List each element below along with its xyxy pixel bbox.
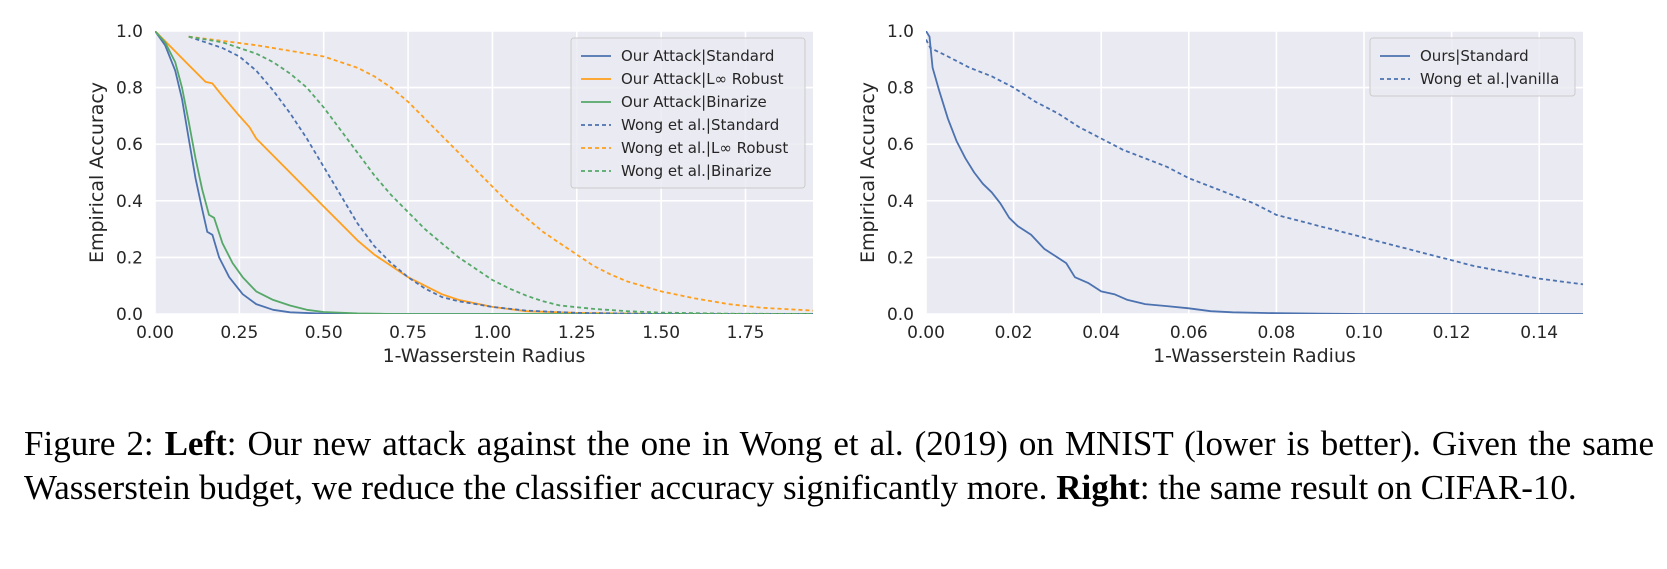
y-axis-label: Empirical Accuracy	[857, 82, 879, 263]
legend-entry-our-attack-standard: Our Attack|Standard	[621, 47, 774, 65]
x-axis-label: 1-Wasserstein Radius	[1153, 345, 1356, 367]
legend-frame	[570, 37, 806, 189]
legend-entry-wong-et-al-linf-robust: Wong et al.|L∞ Robust	[621, 139, 788, 157]
x-tick-label: 0.50	[305, 323, 343, 343]
legend-entry-wong-et-al-standard: Wong et al.|Standard	[621, 116, 779, 134]
y-tick-label: 0.6	[116, 135, 143, 155]
x-tick-label: 0.06	[1170, 323, 1208, 343]
x-tick-label: 0.14	[1520, 323, 1558, 343]
y-tick-label: 1.0	[116, 22, 143, 42]
y-tick-label: 1.0	[887, 22, 914, 42]
series-line-our-attack-binarize	[155, 31, 813, 314]
y-tick-label: 0.0	[887, 305, 914, 325]
x-tick-label: 0.12	[1433, 323, 1471, 343]
legend: Ours|Standard Wong et al.|vanilla	[1369, 37, 1576, 97]
y-tick-label: 0.4	[116, 192, 143, 212]
x-tick-label: 1.25	[558, 323, 596, 343]
series-line-our-attack-standard	[155, 31, 813, 314]
legend-entry-our-attack-linf-robust: Our Attack|L∞ Robust	[621, 70, 784, 88]
x-tick-label: 0.10	[1345, 323, 1383, 343]
y-tick-label: 0.4	[887, 192, 914, 212]
x-tick-label: 1.75	[727, 323, 765, 343]
x-tick-label: 0.25	[220, 323, 258, 343]
series-line-ours-standard	[926, 31, 1583, 314]
left-chart: 0.00 0.25 0.50 0.75 1.00 1.25 1.50 1.75 0.0 0.2 0.…	[86, 22, 813, 367]
caption-left-label: Left	[164, 424, 227, 463]
legend-entry-ours-standard: Ours|Standard	[1420, 47, 1529, 65]
x-tick-label: 0.00	[136, 323, 174, 343]
x-tick-label: 0.04	[1082, 323, 1120, 343]
series-line-wong-et-al-vanilla	[926, 39, 1583, 286]
legend: Our Attack|Standard Our Attack|L∞ Robust O…	[570, 37, 806, 189]
x-tick-label: 0.75	[389, 323, 427, 343]
caption-right-label: Right	[1056, 468, 1140, 507]
figure-caption: Figure 2: Left: Our new attack against t…	[24, 422, 1654, 510]
legend-entry-wong-et-al-vanilla: Wong et al.|vanilla	[1420, 70, 1559, 88]
y-tick-label: 0.0	[116, 305, 143, 325]
x-tick-label: 1.00	[474, 323, 512, 343]
series-line-wong-et-al-binarize	[188, 35, 813, 314]
series-line-wong-et-al-standard	[188, 35, 813, 314]
y-tick-label: 0.2	[116, 248, 143, 268]
caption-left-text: : Our new attack against the one in Wong…	[24, 424, 1655, 507]
caption-right-text: : the same result on CIFAR-10.	[1139, 468, 1577, 507]
caption-prefix: Figure 2:	[24, 424, 165, 463]
x-axis-label: 1-Wasserstein Radius	[383, 345, 586, 367]
y-axis-label: Empirical Accuracy	[86, 82, 108, 263]
x-tick-label: 0.02	[995, 323, 1033, 343]
y-tick-label: 0.8	[116, 79, 143, 99]
legend-entry-wong-et-al-binarize: Wong et al.|Binarize	[621, 162, 772, 180]
y-tick-label: 0.8	[887, 79, 914, 99]
x-tick-label: 0.00	[907, 323, 945, 343]
y-tick-label: 0.6	[887, 135, 914, 155]
legend-entry-our-attack-binarize: Our Attack|Binarize	[621, 93, 767, 111]
legend-frame	[1369, 37, 1576, 97]
y-tick-label: 0.2	[887, 248, 914, 268]
series-line-our-attack-linf-robust	[155, 31, 813, 314]
x-tick-label: 0.08	[1257, 323, 1295, 343]
x-tick-label: 1.50	[642, 323, 680, 343]
right-chart: 0.00 0.02 0.04 0.06 0.08 0.10 0.12 0.14 0.0 0.2 0.…	[857, 22, 1583, 367]
